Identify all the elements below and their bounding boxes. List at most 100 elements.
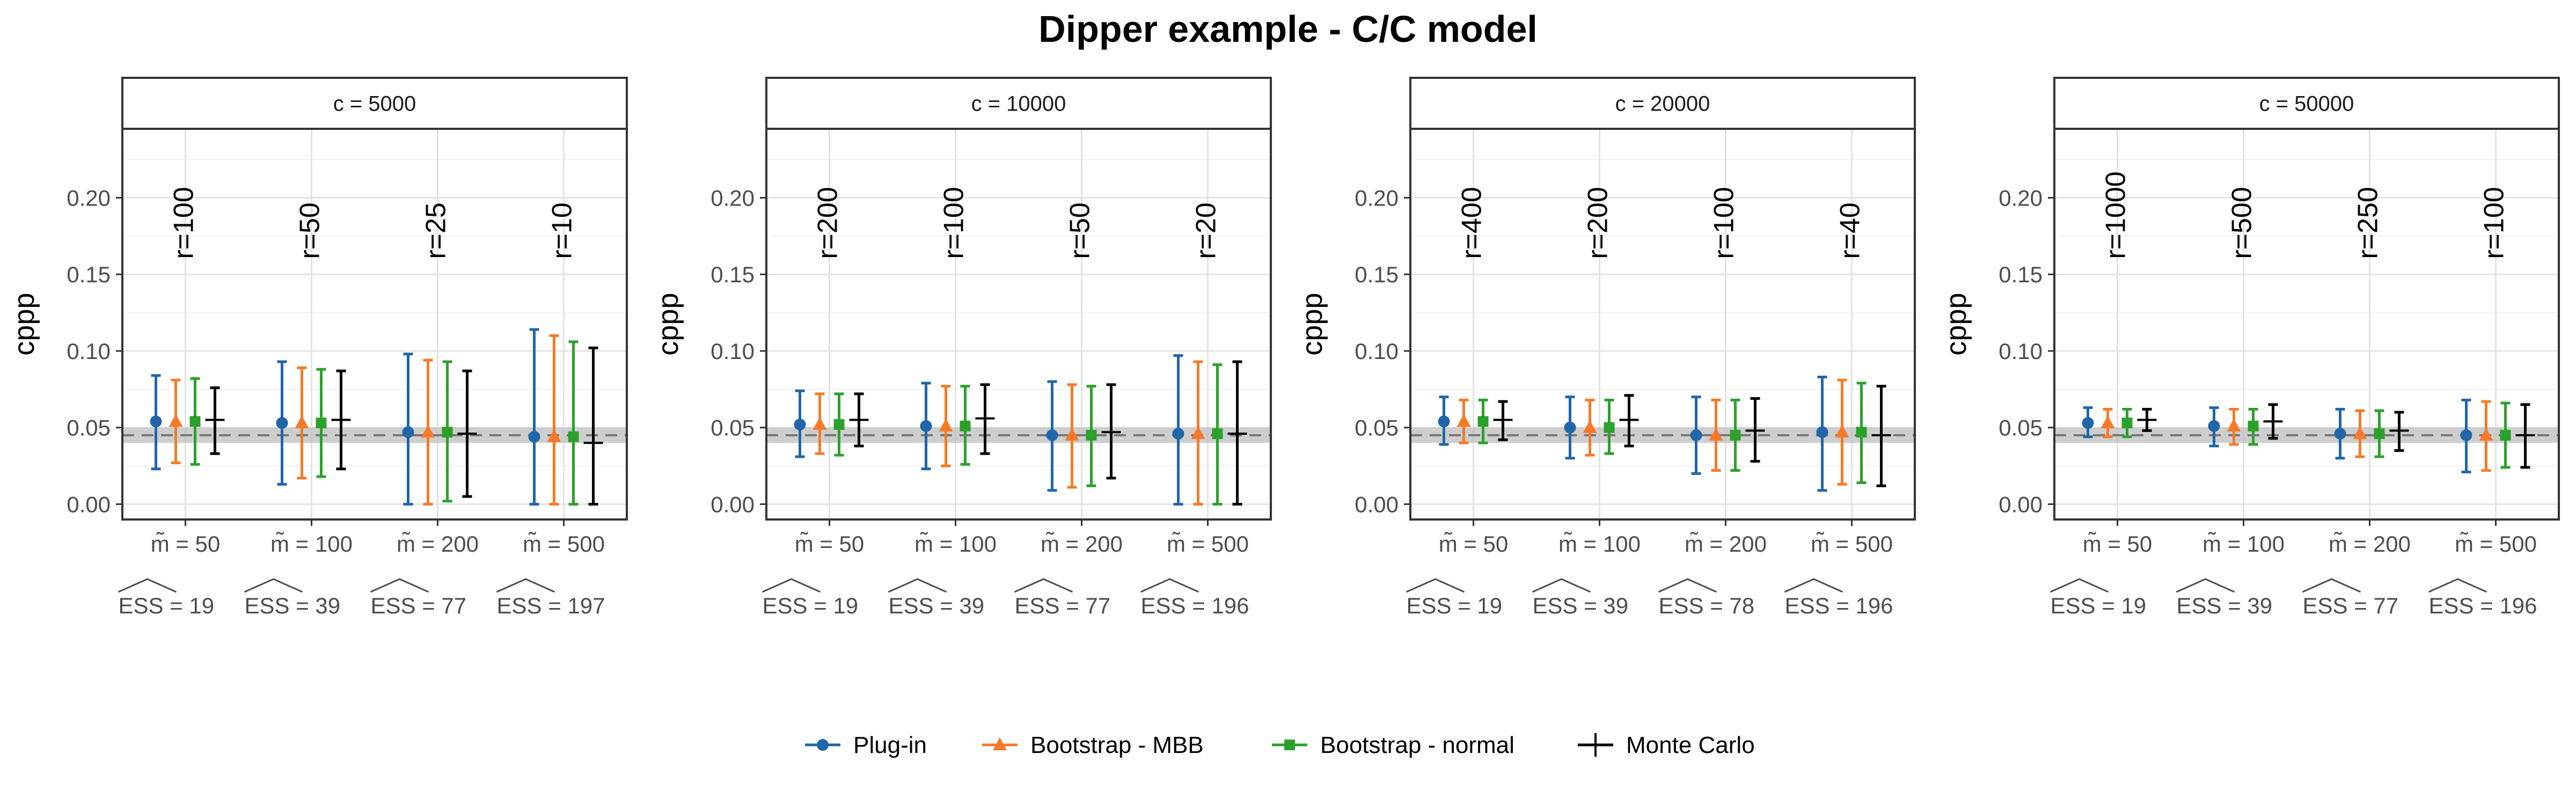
y-tick-label: 0.20: [67, 185, 111, 210]
point-bootstrap-normal: [833, 419, 845, 430]
ess-label: ESS = 78: [1659, 593, 1755, 618]
legend-item: Plug-in: [805, 732, 927, 758]
point-plug-in: [794, 418, 806, 430]
panel-strip: [2053, 77, 2560, 130]
point-bootstrap-normal: [189, 416, 201, 427]
panel: c = 20000 r=400 r=200 r=100 r=40 0.00 0.05 0.10…: [1296, 77, 1916, 618]
ess-label: ESS = 39: [1533, 593, 1629, 618]
ess-hat: [1140, 578, 1199, 593]
point-plug-in: [150, 415, 162, 428]
ess-label: ESS = 39: [2177, 593, 2273, 618]
panel-strip-label: c = 10000: [971, 92, 1066, 116]
point-bootstrap-mbb: [1065, 427, 1079, 441]
point-bootstrap-normal: [316, 418, 327, 429]
panel-border: [2053, 128, 2560, 521]
point-bootstrap-normal: [2121, 418, 2133, 429]
point-bootstrap-mbb: [1191, 426, 1205, 440]
legend-item: Monte Carlo: [1578, 732, 1755, 758]
panel-strip-label: c = 50000: [2259, 92, 2354, 116]
panel-strip-label: c = 5000: [333, 92, 416, 116]
r-annotation: r=500: [2227, 187, 2258, 259]
point-bootstrap-normal: [1730, 429, 1741, 441]
panel: c = 5000 r=100 r=50 r=25 r=10 0.00 0.05 0.10 0.1…: [8, 77, 628, 618]
r-annotation: r=25: [421, 202, 452, 259]
x-tick-label: m̃ = 100: [914, 531, 997, 557]
legend-label: Plug-in: [853, 732, 927, 758]
ess-label: ESS = 196: [1785, 593, 1893, 618]
y-tick-label: 0.15: [1999, 262, 2043, 287]
legend-item: Bootstrap - MBB: [982, 732, 1204, 758]
r-annotation: r=100: [2479, 187, 2510, 259]
legend-item: Bootstrap - normal: [1272, 732, 1514, 758]
y-tick-label: 0.05: [1355, 415, 1399, 441]
r-annotation: r=20: [1191, 202, 1222, 259]
point-plug-in: [1690, 429, 1702, 441]
chart-title: Dipper example - C/C model: [1038, 8, 1538, 50]
ess-label: ESS = 19: [763, 593, 859, 618]
ess-label: ESS = 19: [2051, 593, 2147, 618]
point-plug-in: [1564, 421, 1576, 434]
point-bootstrap-mbb: [169, 414, 183, 427]
point-bootstrap-mbb: [1457, 414, 1471, 427]
y-tick-label: 0.10: [711, 339, 755, 364]
r-annotation: r=40: [1835, 202, 1866, 259]
y-tick-label: 0.10: [1999, 339, 2043, 364]
point-bootstrap-normal: [568, 431, 579, 442]
y-tick-label: 0.20: [711, 185, 755, 210]
ess-hat: [2050, 578, 2109, 593]
ess-hat: [1406, 578, 1465, 593]
panel: c = 10000 r=200 r=100 r=50 r=20 0.00 0.05 0.10 0…: [652, 77, 1272, 618]
panel-border: [765, 128, 1272, 521]
x-tick-label: m̃ = 200: [1041, 531, 1123, 557]
point-bootstrap-mbb: [421, 425, 435, 438]
point-plug-in: [1046, 429, 1058, 441]
x-tick-label: m̃ = 50: [151, 531, 221, 557]
x-tick-label: m̃ = 100: [2202, 531, 2285, 557]
x-tick-label: m̃ = 100: [270, 531, 353, 557]
point-bootstrap-normal: [1212, 428, 1223, 440]
x-tick-label: m̃ = 200: [2329, 531, 2411, 557]
panel-border: [121, 128, 628, 521]
legend-label: Bootstrap - MBB: [1030, 732, 1204, 758]
ess-label: ESS = 19: [119, 593, 215, 618]
panel-strip: [765, 77, 1272, 130]
x-tick-label: m̃ = 100: [1558, 531, 1641, 557]
ess-hat: [1658, 578, 1717, 593]
ess-label: ESS = 39: [889, 593, 985, 618]
panels-container: c = 5000 r=100 r=50 r=25 r=10 0.00 0.05 0.10 0.1…: [8, 77, 2560, 618]
point-bootstrap-normal: [2374, 428, 2385, 440]
point-bootstrap-mbb: [2479, 427, 2493, 441]
legend-marker-triangle: [993, 737, 1007, 750]
ess-label: ESS = 196: [1141, 593, 1249, 618]
ess-label: ESS = 197: [497, 593, 605, 618]
point-plug-in: [1816, 426, 1828, 438]
ess-label: ESS = 77: [1015, 593, 1111, 618]
ess-hat: [496, 578, 555, 593]
ess-hat: [1014, 578, 1073, 593]
y-tick-label: 0.00: [1999, 492, 2043, 517]
y-tick-label: 0.20: [1355, 185, 1399, 210]
x-tick-label: m̃ = 50: [1439, 531, 1509, 557]
point-bootstrap-mbb: [547, 429, 561, 442]
point-plug-in: [2208, 420, 2220, 432]
point-bootstrap-normal: [1086, 429, 1097, 441]
panel-strip-label: c = 20000: [1615, 92, 1710, 116]
ess-hat: [1532, 578, 1591, 593]
x-tick-label: m̃ = 200: [397, 531, 479, 557]
x-tick-label: m̃ = 50: [795, 531, 865, 557]
legend-marker-square: [1284, 740, 1295, 750]
point-bootstrap-normal: [960, 420, 971, 431]
y-axis-title: cppp: [652, 292, 684, 355]
legend-label: Bootstrap - normal: [1320, 732, 1514, 758]
ess-hat: [2302, 578, 2361, 593]
x-tick-label: m̃ = 500: [523, 531, 605, 557]
point-bootstrap-normal: [1856, 427, 1867, 438]
point-plug-in: [2082, 417, 2094, 429]
r-annotation: r=10: [547, 202, 578, 259]
y-tick-label: 0.15: [1355, 262, 1399, 287]
ess-hat: [888, 578, 947, 593]
point-plug-in: [276, 417, 288, 429]
y-axis-title: cppp: [1940, 292, 1972, 355]
point-plug-in: [2460, 429, 2472, 441]
legend: Plug-in Bootstrap - MBB Bootstrap - normal…: [805, 732, 1755, 758]
